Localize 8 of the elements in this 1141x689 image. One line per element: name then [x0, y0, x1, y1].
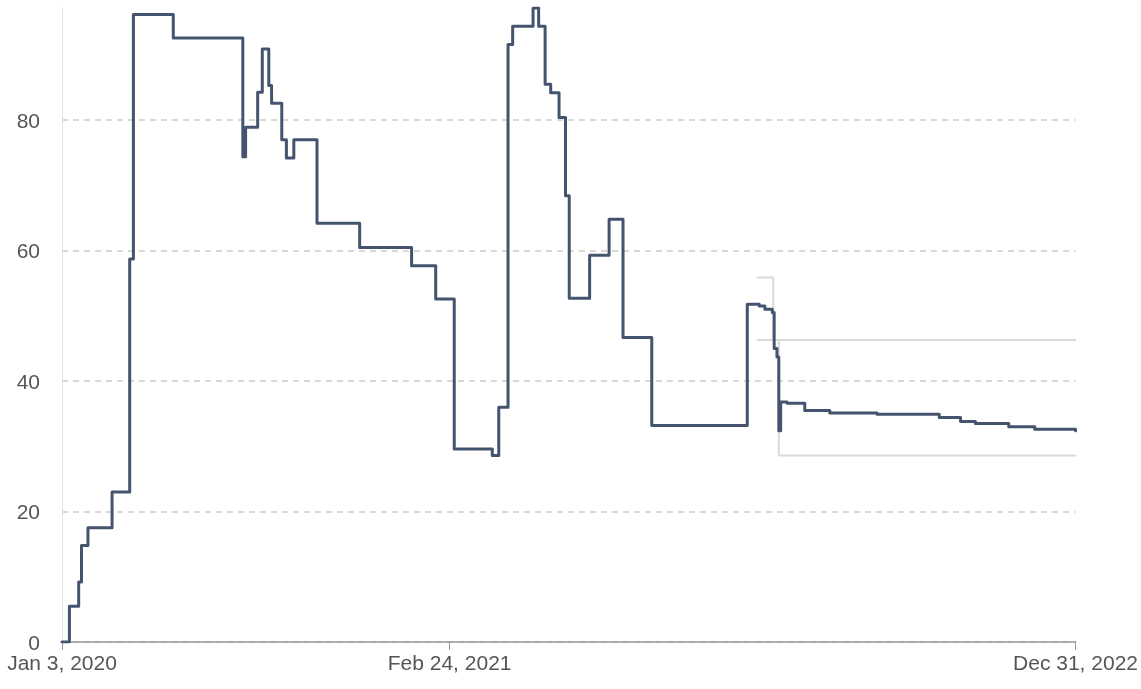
x-tick-label: Feb 24, 2021	[387, 651, 512, 674]
y-tick-label: 20	[16, 500, 40, 524]
y-tick-label: 0	[28, 630, 40, 654]
y-tick-label: 80	[16, 108, 40, 132]
y-tick-label: 40	[16, 369, 40, 393]
x-tick-label: Jan 3, 2020	[7, 651, 117, 674]
y-tick-label: 60	[16, 239, 40, 263]
x-tick-label: Dec 31, 2022	[1013, 651, 1139, 674]
